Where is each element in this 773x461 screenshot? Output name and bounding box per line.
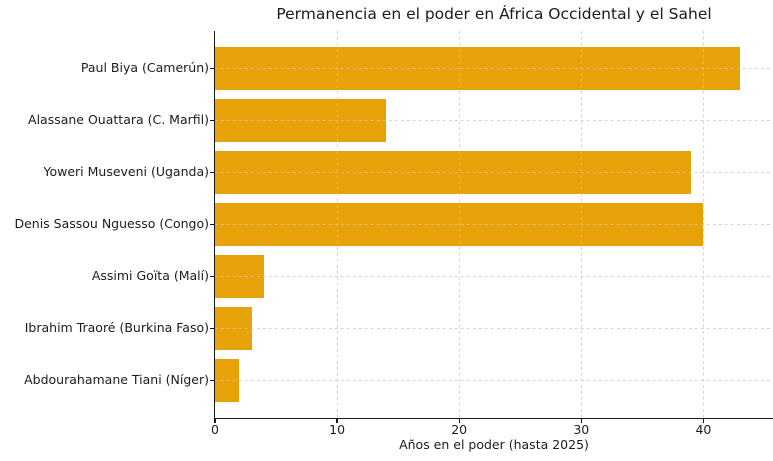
y-tick-mark (210, 379, 214, 382)
y-tick-mark (210, 223, 214, 226)
y-tick-label: Yoweri Museveni (Uganda) (43, 164, 209, 179)
bar (215, 99, 386, 142)
x-tick-mark (702, 419, 705, 424)
x-axis-spine (213, 418, 773, 420)
chart-title: Permanencia en el poder en África Occide… (276, 5, 712, 23)
y-tick-label: Alassane Ouattara (C. Marfil) (28, 112, 209, 127)
x-tick-mark (580, 419, 582, 424)
x-tick-mark (336, 419, 338, 424)
bar (215, 359, 240, 402)
y-tick-label: Denis Sassou Nguesso (Congo) (14, 216, 209, 231)
x-axis-label: Años en el poder (hasta 2025) (399, 437, 589, 452)
y-tick-mark (210, 171, 214, 174)
y-axis-spine (213, 31, 215, 419)
x-tick-label: 40 (695, 422, 712, 437)
x-tick-label: 20 (451, 422, 468, 437)
bar (215, 203, 704, 246)
bars-layer (215, 31, 773, 418)
x-tick-label: 30 (573, 422, 590, 437)
x-tick-mark (458, 419, 460, 424)
y-tick-label: Abdourahamane Tiani (Níger) (24, 372, 209, 387)
y-tick-mark (210, 327, 214, 330)
y-tick-mark (210, 67, 214, 70)
x-tick-label: 0 (211, 422, 219, 437)
y-tick-mark (210, 275, 214, 278)
bar (215, 307, 252, 350)
y-tick-label: Assimi Goïta (Malí) (91, 268, 209, 283)
bar (215, 255, 264, 298)
y-tick-label: Ibrahim Traoré (Burkina Faso) (24, 320, 209, 335)
x-tick-label: 10 (329, 422, 346, 437)
x-tick-mark (214, 419, 216, 424)
y-tick-mark (210, 119, 214, 122)
bar (215, 151, 692, 194)
plot-area (215, 31, 773, 418)
y-tick-label: Paul Biya (Camerún) (80, 60, 209, 75)
bar (215, 47, 741, 90)
